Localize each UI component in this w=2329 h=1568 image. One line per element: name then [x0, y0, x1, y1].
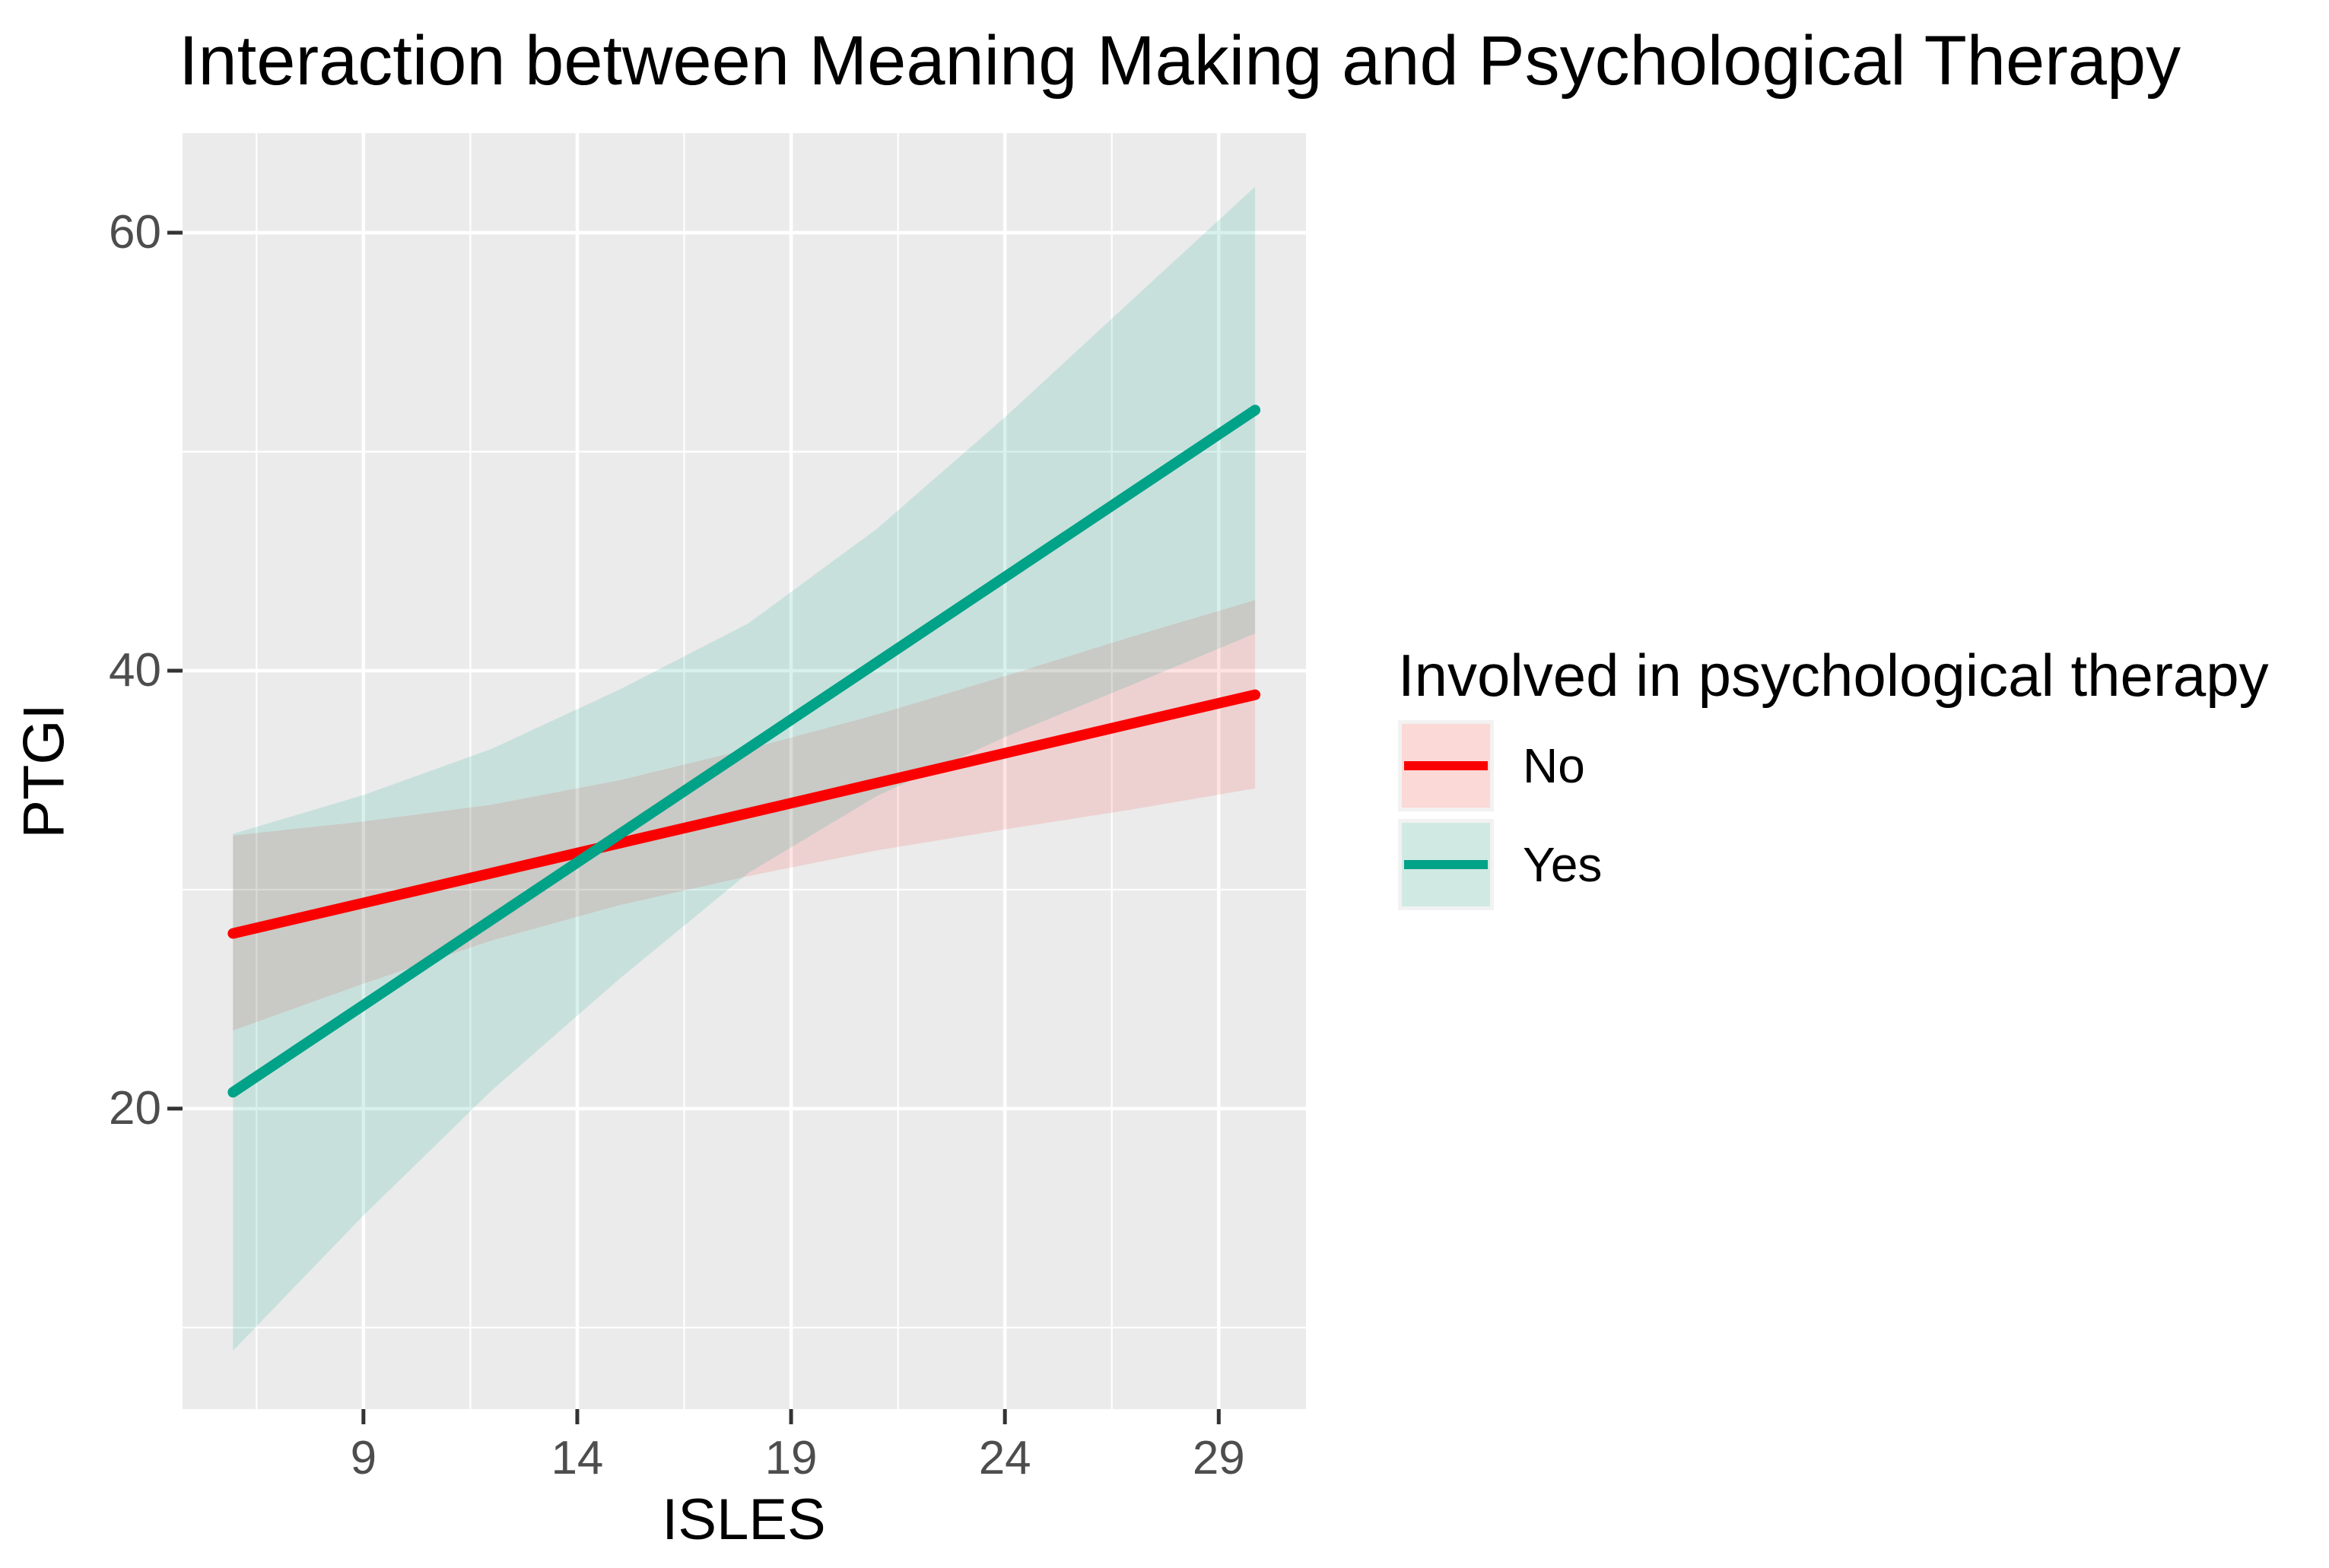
legend-label-yes: Yes	[1523, 837, 1603, 892]
ribbon-yes	[233, 186, 1256, 1351]
x-tick-label: 29	[1192, 1432, 1245, 1484]
legend-key-yes	[1398, 819, 1494, 910]
plot-title: Interaction between Meaning Making and P…	[179, 22, 2181, 100]
legend-title: Involved in psychological therapy	[1398, 642, 2269, 709]
plot-panel	[183, 133, 1306, 1409]
x-tick-label: 14	[551, 1432, 604, 1484]
legend-yes-line-icon	[1404, 860, 1488, 869]
y-tick-label: 60	[109, 206, 161, 259]
y-tick-label: 20	[109, 1081, 161, 1135]
legend-label-no: No	[1523, 738, 1585, 793]
legend-key-no	[1398, 720, 1494, 811]
x-tick-label: 9	[350, 1432, 377, 1484]
x-axis-title: ISLES	[662, 1487, 826, 1552]
line-yes	[227, 405, 1261, 1098]
legend-no-line-icon	[1404, 761, 1488, 770]
y-tick-label: 40	[109, 643, 161, 697]
x-tick-label: 24	[978, 1432, 1031, 1484]
x-tick-label: 19	[764, 1432, 818, 1484]
line-no	[227, 689, 1261, 939]
y-axis-title: PTGI	[11, 703, 77, 839]
